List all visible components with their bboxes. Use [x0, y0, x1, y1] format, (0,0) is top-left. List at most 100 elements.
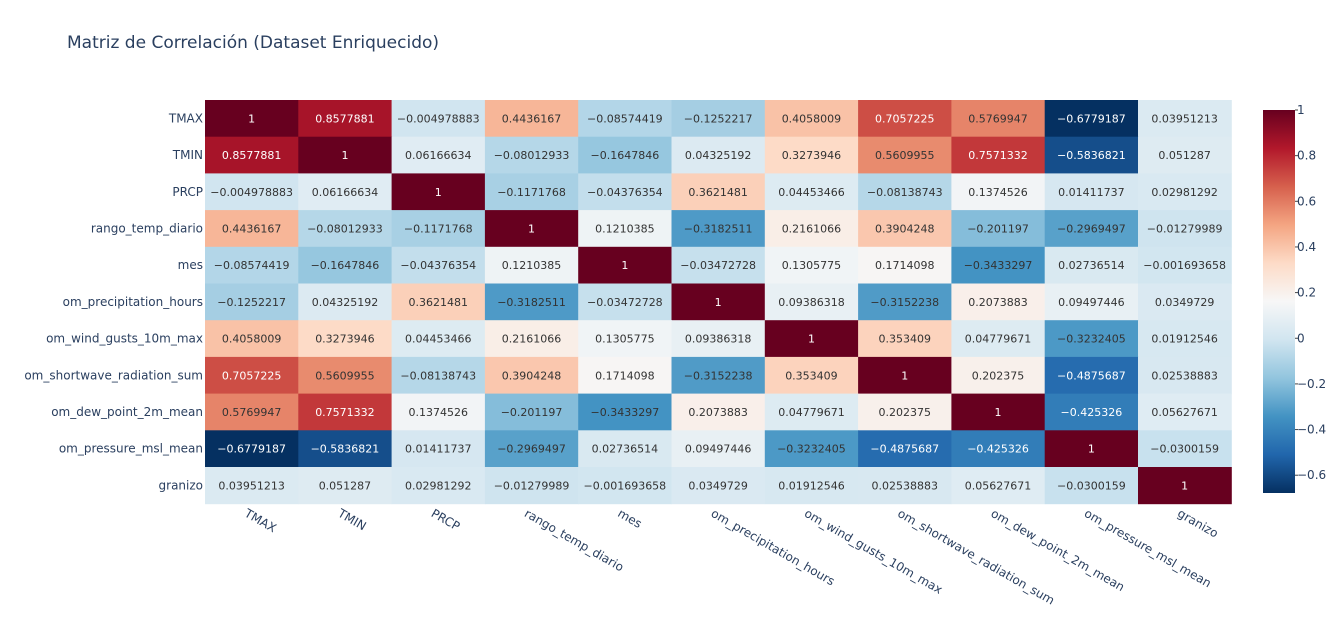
colorbar-tick-label: −0.6	[1297, 468, 1326, 482]
heatmap-cell	[1138, 173, 1232, 211]
heatmap-cell	[671, 246, 766, 284]
heatmap-cell	[298, 246, 393, 284]
heatmap-cell	[764, 136, 859, 174]
cell-value-label: 0.1305775	[595, 333, 655, 346]
heatmap-cell	[1044, 430, 1139, 468]
cell-value-label: 0.04453466	[405, 333, 471, 346]
cell-value-label: 0.01912546	[778, 479, 844, 492]
heatmap-cell	[484, 136, 579, 174]
cell-value-label: 0.3621481	[688, 186, 748, 199]
cell-value-label: 0.1714098	[595, 369, 655, 382]
heatmap-cell	[578, 356, 672, 395]
heatmap-cell	[951, 430, 1046, 468]
cell-value-label: 0.5769947	[222, 406, 282, 419]
colorbar-tick-label: −0.4	[1297, 423, 1326, 437]
cell-value-label: 0.09497446	[1058, 296, 1124, 309]
y-tick-label: rango_temp_diario	[91, 221, 203, 235]
heatmap-cell	[1044, 173, 1139, 211]
cell-value-label: 0.02736514	[592, 443, 658, 456]
cell-value-label: −0.3182511	[684, 222, 753, 235]
cell-value-label: 0.3621481	[409, 296, 469, 309]
cell-value-label: 0.2161066	[502, 333, 562, 346]
cell-value-label: 0.1374526	[409, 406, 469, 419]
heatmap-cell	[205, 100, 299, 138]
cell-value-label: −0.1171768	[497, 186, 566, 199]
heatmap-cell	[298, 173, 393, 211]
cell-value-label: −0.08574419	[214, 259, 290, 272]
heatmap-cell	[671, 467, 766, 505]
heatmap-cell	[858, 100, 952, 138]
cell-value-label: −0.425326	[967, 443, 1029, 456]
heatmap-cell	[1138, 246, 1232, 284]
cell-value-label: −0.3232405	[1057, 333, 1126, 346]
heatmap-cell	[578, 210, 672, 248]
colorbar-tick-label: 0.4	[1297, 240, 1316, 254]
cell-value-label: −0.1647846	[311, 259, 380, 272]
heatmap-cell	[484, 320, 579, 358]
cell-value-label: −0.04376354	[587, 186, 663, 199]
cell-value-label: −0.3232405	[777, 443, 846, 456]
cell-value-label: −0.5836821	[311, 443, 380, 456]
y-tick-label: TMAX	[168, 111, 203, 125]
heatmap-cell	[858, 467, 952, 505]
cell-value-label: 0.4436167	[222, 222, 282, 235]
cell-value-label: 0.7571332	[968, 149, 1028, 162]
cell-value-label: −0.2969497	[497, 443, 566, 456]
heatmap-cell	[1044, 100, 1139, 138]
heatmap-cell	[951, 467, 1046, 505]
cell-value-label: −0.04376354	[400, 259, 476, 272]
heatmap-cell	[391, 430, 486, 468]
heatmap-cell	[298, 100, 393, 138]
cell-value-label: 0.3904248	[875, 222, 935, 235]
heatmap-cell	[578, 467, 672, 505]
cell-value-label: 1	[715, 296, 722, 309]
y-tick-label: mes	[178, 258, 203, 272]
cell-value-label: −0.08138743	[400, 369, 476, 382]
heatmap-cell	[578, 136, 672, 174]
cell-value-label: 0.01411737	[405, 443, 471, 456]
y-tick-label: om_precipitation_hours	[63, 295, 203, 309]
cell-value-label: 0.4058009	[222, 333, 282, 346]
heatmap-cell	[578, 393, 672, 431]
heatmap-cell	[764, 173, 859, 211]
cell-value-label: 0.04779671	[965, 333, 1031, 346]
heatmap-cell	[484, 356, 579, 395]
heatmap-cell	[298, 467, 393, 505]
heatmap-cell	[671, 393, 766, 431]
heatmap-cell	[578, 283, 672, 321]
heatmap-cell	[484, 173, 579, 211]
heatmap-cell	[671, 356, 766, 395]
heatmap-cell	[764, 246, 859, 284]
heatmap-cell	[858, 210, 952, 248]
heatmap-cell	[671, 210, 766, 248]
cell-value-label: 0.353409	[879, 333, 932, 346]
cell-value-label: 0.4436167	[502, 112, 562, 125]
heatmap-cell	[1138, 283, 1232, 321]
heatmap-cell	[1044, 393, 1139, 431]
heatmap-cell	[578, 246, 672, 284]
heatmap-cell	[1138, 393, 1232, 431]
heatmap-cell	[391, 283, 486, 321]
cell-value-label: −0.01279989	[494, 479, 570, 492]
cell-value-label: 0.02538883	[872, 479, 938, 492]
cell-value-label: 0.202375	[879, 406, 932, 419]
heatmap-cell	[391, 210, 486, 248]
cell-value-label: 0.051287	[319, 479, 372, 492]
cell-value-label: −0.1252217	[217, 296, 286, 309]
cell-value-label: 0.1714098	[875, 259, 935, 272]
cell-value-label: 0.09386318	[685, 333, 751, 346]
heatmap-cell	[484, 283, 579, 321]
cell-value-label: 1	[341, 149, 348, 162]
heatmap-cell	[764, 430, 859, 468]
heatmap-cell	[578, 320, 672, 358]
cell-value-label: 0.1305775	[782, 259, 842, 272]
cell-value-label: −0.03472728	[587, 296, 663, 309]
heatmap-cell	[858, 320, 952, 358]
heatmap-cell	[1044, 356, 1139, 395]
cell-value-label: 0.3273946	[315, 333, 375, 346]
y-tick-label: granizo	[159, 478, 203, 492]
colorbar-tick-label: 0.6	[1297, 194, 1316, 208]
heatmap-cell	[484, 210, 579, 248]
cell-value-label: 1	[621, 259, 628, 272]
cell-value-label: −0.0300159	[1150, 443, 1219, 456]
